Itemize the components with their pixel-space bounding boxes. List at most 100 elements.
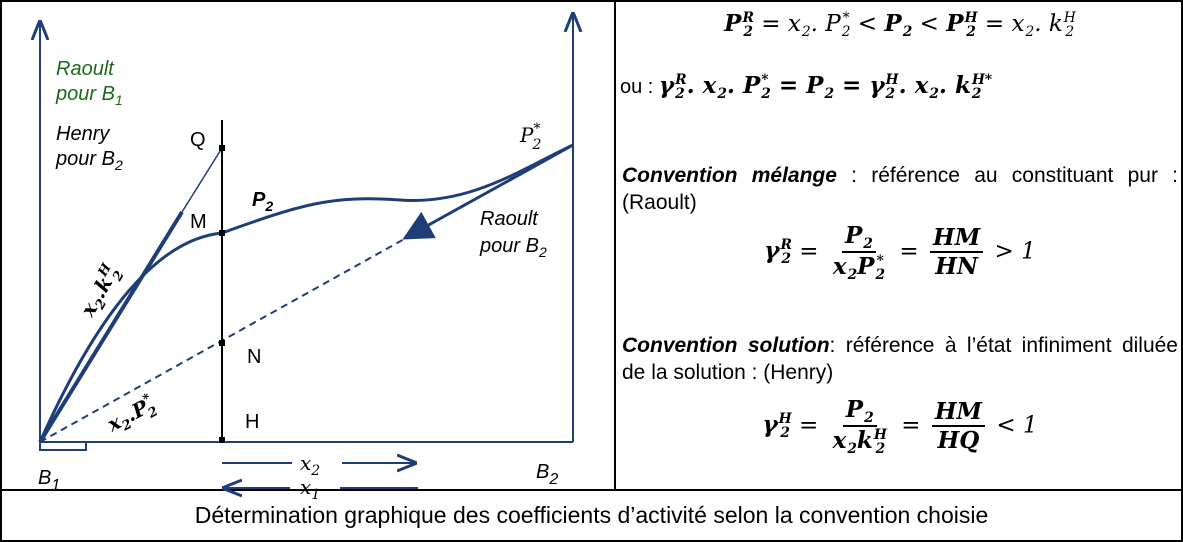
denominator: HQ	[935, 427, 983, 454]
numerator: HM	[929, 224, 984, 254]
text: =	[791, 412, 826, 439]
sub: 2	[885, 86, 896, 102]
scripts: 2	[847, 428, 857, 456]
tick-m	[219, 230, 225, 236]
base: x	[832, 427, 847, 455]
scripts: 2	[717, 73, 727, 101]
base: x	[702, 72, 717, 99]
base: γ	[762, 411, 778, 439]
sup: H	[964, 9, 978, 26]
symbol: P * 2	[743, 71, 771, 102]
sub: 2	[717, 85, 727, 102]
label: pour B	[55, 148, 115, 170]
scripts: 2	[903, 11, 913, 39]
sub: 2	[780, 425, 790, 442]
sub: 2	[801, 23, 811, 40]
x1-label: x1	[300, 475, 320, 503]
text: HQ	[937, 427, 980, 455]
sup: *	[761, 71, 769, 88]
base: x	[832, 253, 847, 281]
label: Raoult	[56, 58, 115, 80]
sub: 2	[847, 266, 858, 283]
fraction: HM HN	[929, 224, 984, 281]
text: : référence au constituant pur : (Raoult…	[622, 164, 1179, 214]
scripts: 2	[1025, 11, 1034, 39]
sup: R	[780, 236, 792, 253]
base: k	[1048, 11, 1063, 37]
scripts: H* 2	[972, 72, 992, 101]
text: HN	[935, 253, 978, 281]
base: x	[787, 11, 801, 37]
text: .	[938, 72, 955, 99]
tick-n	[219, 340, 225, 346]
text: HM	[934, 398, 983, 426]
sub: 2	[675, 86, 685, 102]
scripts: 2	[824, 73, 834, 101]
label: B	[38, 467, 51, 489]
base: k	[856, 427, 873, 455]
label-sub: 1	[311, 487, 320, 503]
label-sub: 2	[531, 137, 541, 153]
base: P	[825, 11, 841, 37]
term: Convention solution	[622, 334, 830, 357]
sub: 2	[761, 86, 771, 102]
scripts: 2	[863, 223, 873, 251]
numerator: HM	[931, 398, 986, 428]
point-label: Q	[190, 129, 206, 151]
spacer	[929, 73, 939, 87]
label: P	[252, 189, 266, 211]
label: pour B1	[55, 83, 123, 108]
b2-label: B2	[536, 461, 558, 488]
raoult-line-label: x2.P*2	[102, 391, 161, 441]
text: .	[686, 72, 703, 99]
point-label: N	[247, 346, 261, 368]
text: : référence à l’état infiniment diluée d…	[622, 334, 1178, 384]
label: P	[519, 123, 534, 147]
sub: 2	[781, 251, 791, 268]
symbol: P * 2	[857, 253, 885, 282]
text: .	[1034, 11, 1049, 37]
sub: 2	[743, 24, 753, 40]
sub: 2	[929, 85, 939, 102]
sub: 2	[1025, 23, 1035, 40]
label: Raoult	[480, 208, 539, 230]
sup: H	[778, 410, 792, 427]
symbol: P * 2	[825, 10, 850, 39]
scripts: 2	[802, 11, 811, 39]
tick-q	[219, 145, 225, 151]
base: P	[946, 10, 964, 37]
text: =	[770, 72, 807, 99]
base: P	[857, 253, 875, 281]
spacer	[863, 223, 873, 237]
label: x	[300, 475, 311, 499]
label: x	[300, 451, 311, 475]
spacer	[717, 73, 727, 87]
b1-label: B1	[38, 467, 60, 494]
text: <	[912, 11, 947, 37]
text: =	[893, 412, 928, 439]
text: > 1	[987, 238, 1036, 265]
fraction: P 2 x 2 P * 2	[830, 222, 888, 283]
b1-bracket	[39, 442, 87, 451]
label: pour B2	[55, 148, 123, 173]
paragraph: Convention mélange : référence au consti…	[622, 162, 1178, 216]
base: γ	[658, 72, 675, 99]
